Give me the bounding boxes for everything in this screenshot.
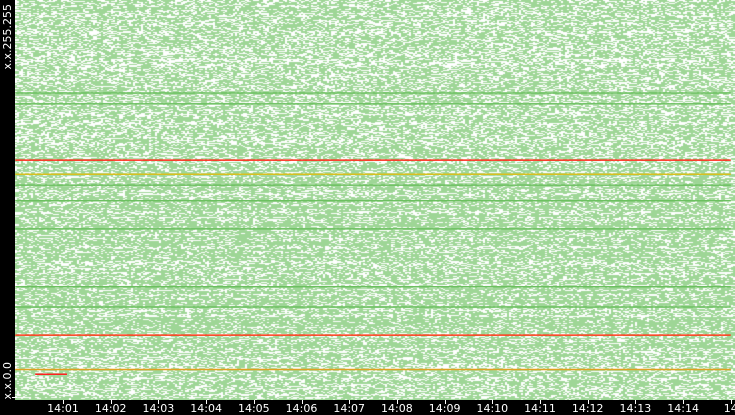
highlighted-rows bbox=[15, 92, 731, 375]
x-tick-mark bbox=[635, 400, 636, 404]
x-tick-mark bbox=[302, 400, 303, 404]
x-tick-label: 14:14 bbox=[667, 402, 699, 415]
x-tick-mark bbox=[158, 400, 159, 404]
x-tick-label: 14:11 bbox=[524, 402, 556, 415]
x-tick-mark bbox=[540, 400, 541, 404]
x-tick-label: 14 bbox=[723, 402, 735, 415]
x-tick-label: 14:10 bbox=[476, 402, 509, 415]
x-tick-mark bbox=[588, 400, 589, 404]
x-tick-label: 14:01 bbox=[47, 402, 79, 415]
x-tick-mark bbox=[397, 400, 398, 404]
x-tick-label: 14:02 bbox=[94, 402, 127, 415]
x-tick-label: 14:08 bbox=[381, 402, 413, 415]
x-tick-label: 14:05 bbox=[237, 402, 270, 415]
x-tick-mark bbox=[445, 400, 446, 404]
x-tick-label: 14:09 bbox=[428, 402, 461, 415]
x-tick-mark bbox=[254, 400, 255, 404]
y-axis-corner-tick bbox=[12, 397, 17, 398]
traffic-points bbox=[15, 0, 735, 400]
x-tick-label: 14:13 bbox=[619, 402, 652, 415]
plot-area bbox=[15, 0, 735, 400]
x-tick-mark bbox=[683, 400, 684, 404]
y-tick-bottom: x.x.0.0 bbox=[1, 362, 14, 400]
y-tick-top: x.x.255.255 bbox=[1, 4, 14, 70]
x-tick-mark bbox=[731, 400, 732, 404]
x-tick-label: 14:06 bbox=[285, 402, 318, 415]
x-tick-label: 14:04 bbox=[190, 402, 222, 415]
x-tick-label: 14:12 bbox=[571, 402, 604, 415]
x-tick-mark bbox=[492, 400, 493, 404]
x-tick-mark bbox=[111, 400, 112, 404]
x-tick-mark bbox=[349, 400, 350, 404]
x-tick-label: 14:07 bbox=[333, 402, 366, 415]
x-tick-mark bbox=[63, 400, 64, 404]
x-tick-mark bbox=[206, 400, 207, 404]
x-tick-label: 14:03 bbox=[142, 402, 175, 415]
